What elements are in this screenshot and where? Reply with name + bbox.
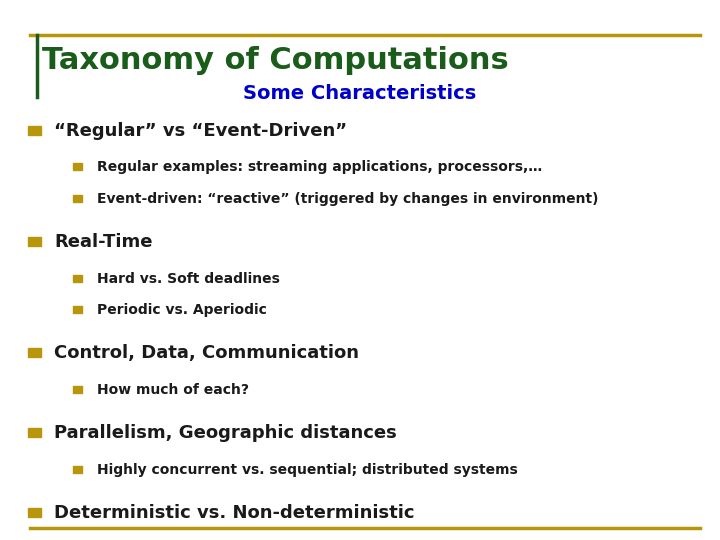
Text: Deterministic vs. Non-deterministic: Deterministic vs. Non-deterministic (54, 504, 415, 522)
Bar (73, 275, 82, 282)
Text: Regular examples: streaming applications, processors,…: Regular examples: streaming applications… (97, 160, 542, 174)
Bar (73, 163, 82, 170)
Bar (73, 194, 82, 201)
Text: “Regular” vs “Event-Driven”: “Regular” vs “Event-Driven” (54, 122, 347, 139)
Bar (73, 465, 82, 473)
Text: Taxonomy of Computations: Taxonomy of Computations (42, 46, 508, 75)
Text: Parallelism, Geographic distances: Parallelism, Geographic distances (54, 424, 397, 442)
Text: Some Characteristics: Some Characteristics (243, 84, 477, 103)
Text: How much of each?: How much of each? (97, 383, 249, 397)
Text: Highly concurrent vs. sequential; distributed systems: Highly concurrent vs. sequential; distri… (97, 463, 518, 477)
Text: Hard vs. Soft deadlines: Hard vs. Soft deadlines (97, 272, 280, 286)
Bar (29, 428, 40, 437)
Bar (29, 348, 40, 357)
Text: Real-Time: Real-Time (54, 233, 153, 251)
Bar (29, 508, 40, 517)
Bar (73, 386, 82, 393)
Text: Control, Data, Communication: Control, Data, Communication (54, 344, 359, 362)
Bar (29, 237, 40, 246)
Text: Periodic vs. Aperiodic: Periodic vs. Aperiodic (97, 303, 267, 317)
Text: Event-driven: “reactive” (triggered by changes in environment): Event-driven: “reactive” (triggered by c… (97, 192, 599, 206)
Bar (29, 125, 40, 134)
Bar (73, 306, 82, 313)
